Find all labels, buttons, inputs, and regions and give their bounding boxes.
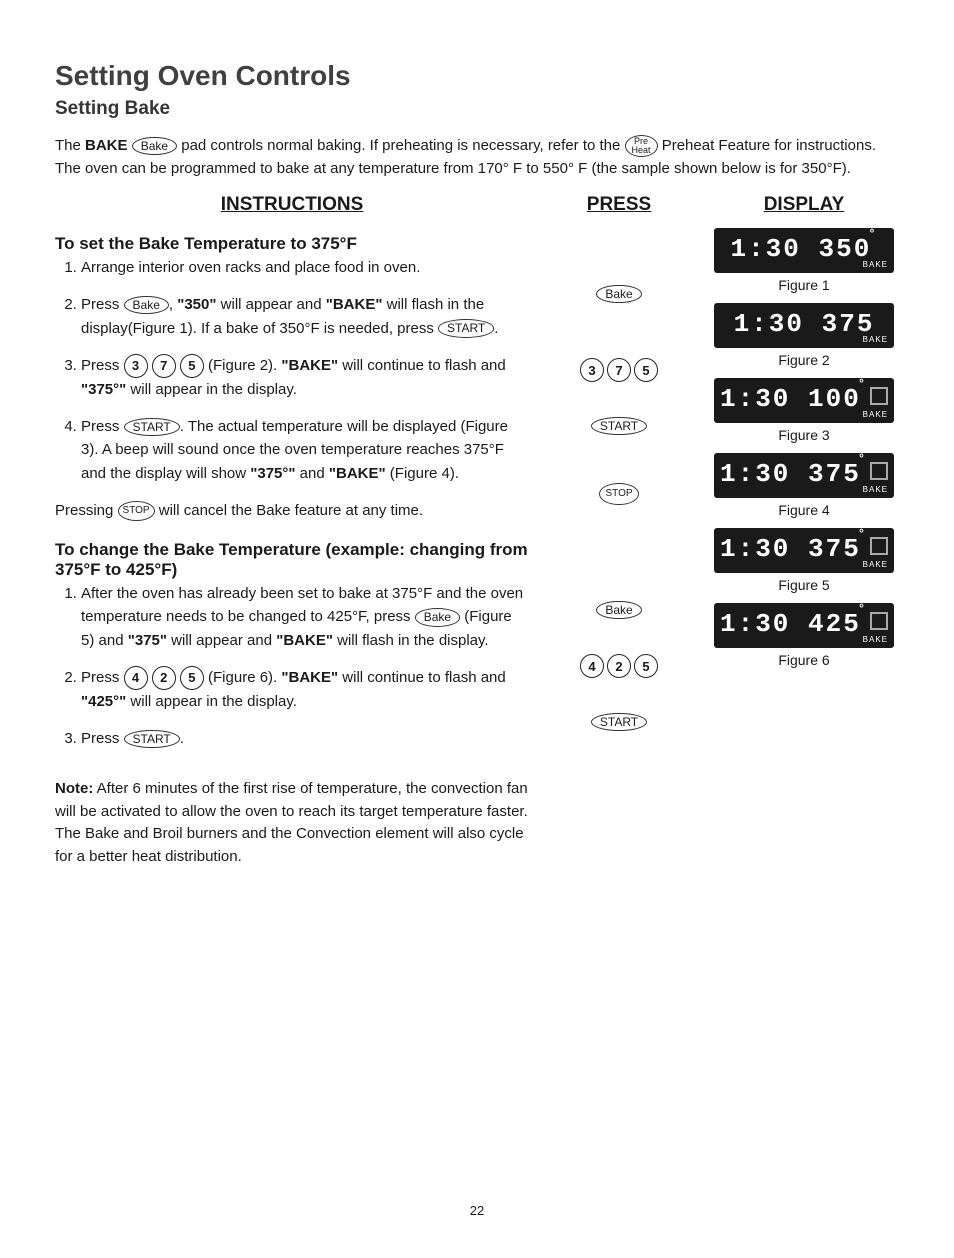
- indicator-icon: [870, 537, 888, 555]
- intro-paragraph: The BAKE Bake pad controls normal baking…: [55, 135, 899, 180]
- digit-4-icon: 4: [580, 654, 604, 678]
- figure-caption: Figure 6: [709, 652, 899, 668]
- press-row: START: [549, 398, 689, 454]
- digit-3-icon: 3: [580, 358, 604, 382]
- indicator-icon: [870, 462, 888, 480]
- bake-pad-icon: Bake: [415, 608, 460, 626]
- digit-2-icon: 2: [152, 666, 176, 690]
- display-list: 1:30 350°BAKE Figure 1 1:30 375BAKE Figure …: [709, 228, 899, 668]
- start-pad-icon: START: [438, 319, 494, 337]
- display-readout: 1:30 100°: [720, 386, 888, 412]
- figure-caption: Figure 1: [709, 277, 899, 293]
- start-pad-icon: START: [124, 418, 180, 436]
- digit-4-icon: 4: [124, 666, 148, 690]
- start-pad-icon: START: [591, 713, 647, 731]
- page-subtitle: Setting Bake: [55, 98, 899, 120]
- start-pad-icon: START: [591, 417, 647, 435]
- display-readout: 1:30 350°: [720, 236, 888, 262]
- digit-3-icon: 3: [124, 354, 148, 378]
- instructions-header: INSTRUCTIONS: [55, 194, 529, 216]
- display-readout: 1:30 375: [720, 311, 888, 337]
- oven-display: 1:30 350°BAKE: [714, 228, 894, 273]
- display-column: DISPLAY 1:30 350°BAKE Figure 1 1:30 375BAK…: [709, 194, 899, 883]
- press-row: Bake: [549, 266, 689, 322]
- digit-5-icon: 5: [180, 666, 204, 690]
- note-paragraph: Note: After 6 minutes of the first rise …: [55, 778, 529, 868]
- instructions-column: INSTRUCTIONS To set the Bake Temperature…: [55, 194, 529, 883]
- figure-caption: Figure 5: [709, 577, 899, 593]
- display-header: DISPLAY: [709, 194, 899, 216]
- oven-display: 1:30 375BAKE: [714, 303, 894, 348]
- indicator-icon: [870, 612, 888, 630]
- section2-list: After the oven has already been set to b…: [55, 582, 529, 750]
- list-item: Press 4 2 5 (Figure 6). "BAKE" will cont…: [81, 666, 529, 713]
- list-item: After the oven has already been set to b…: [81, 582, 529, 652]
- display-readout: 1:30 375°: [720, 461, 888, 487]
- intro-text: pad controls normal baking. If preheatin…: [177, 137, 624, 154]
- figure-caption: Figure 2: [709, 352, 899, 368]
- section1-list: Arrange interior oven racks and place fo…: [55, 256, 529, 485]
- start-pad-icon: START: [124, 730, 180, 748]
- press-row: START: [549, 694, 689, 750]
- list-item: Press 3 7 5 (Figure 2). "BAKE" will cont…: [81, 354, 529, 401]
- press-row: Bake: [549, 582, 689, 638]
- bake-word: BAKE: [85, 137, 128, 154]
- list-item: Press START. The actual temperature will…: [81, 415, 529, 485]
- indicator-icon: [870, 387, 888, 405]
- press-header: PRESS: [549, 194, 689, 216]
- bake-pad-icon: Bake: [132, 137, 177, 155]
- digit-5-icon: 5: [634, 654, 658, 678]
- press-row: STOP: [549, 466, 689, 522]
- digit-7-icon: 7: [607, 358, 631, 382]
- bake-pad-icon: Bake: [596, 285, 641, 303]
- display-readout: 1:30 425°: [720, 611, 888, 637]
- digit-7-icon: 7: [152, 354, 176, 378]
- figure-caption: Figure 3: [709, 427, 899, 443]
- list-item: Press Bake, "350" will appear and "BAKE"…: [81, 293, 529, 340]
- list-item: Arrange interior oven racks and place fo…: [81, 256, 529, 279]
- press-column: PRESS Bake 3 7 5 START STOP Bake: [549, 194, 689, 883]
- intro-text: The: [55, 137, 85, 154]
- stop-pad-icon: STOP: [599, 483, 638, 505]
- bake-pad-icon: Bake: [124, 296, 169, 314]
- oven-display: 1:30 375°BAKE: [714, 453, 894, 498]
- section1-heading: To set the Bake Temperature to 375°F: [55, 234, 529, 254]
- display-readout: 1:30 375°: [720, 536, 888, 562]
- oven-display: 1:30 100°BAKE: [714, 378, 894, 423]
- press-row: 4 2 5: [549, 638, 689, 694]
- note-text: After 6 minutes of the first rise of tem…: [55, 780, 528, 865]
- press-row: 3 7 5: [549, 342, 689, 398]
- note-label: Note:: [55, 780, 93, 797]
- page-title: Setting Oven Controls: [55, 60, 899, 92]
- figure-caption: Figure 4: [709, 502, 899, 518]
- stop-note: Pressing STOP will cancel the Bake featu…: [55, 499, 529, 522]
- digit-2-icon: 2: [607, 654, 631, 678]
- page-number: 22: [55, 1203, 899, 1218]
- section2-heading: To change the Bake Temperature (example:…: [55, 540, 529, 580]
- list-item: Press START.: [81, 727, 529, 750]
- stop-pad-icon: STOP: [118, 501, 155, 521]
- digit-5-icon: 5: [180, 354, 204, 378]
- preheat-pad-icon: PreHeat: [625, 135, 658, 157]
- oven-display: 1:30 425°BAKE: [714, 603, 894, 648]
- oven-display: 1:30 375°BAKE: [714, 528, 894, 573]
- digit-5-icon: 5: [634, 358, 658, 382]
- bake-pad-icon: Bake: [596, 601, 641, 619]
